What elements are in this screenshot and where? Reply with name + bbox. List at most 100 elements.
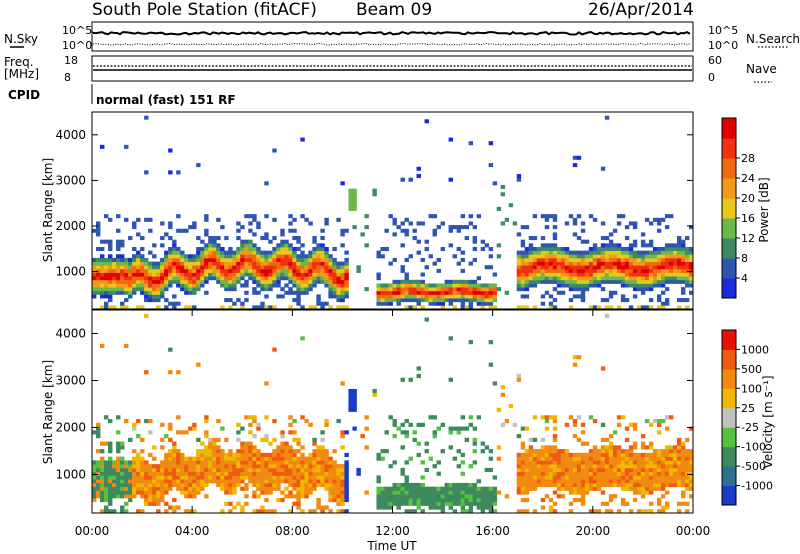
velocity-cell — [672, 467, 678, 473]
power-cell — [680, 254, 686, 259]
power-cell — [296, 261, 301, 266]
power-cell — [564, 276, 570, 281]
power-cell — [656, 294, 662, 299]
velocity-cell — [404, 497, 409, 503]
velocity-cell — [568, 475, 574, 480]
velocity-cell — [280, 490, 285, 495]
velocity-cell — [660, 452, 666, 458]
velocity-cell — [240, 464, 245, 469]
velocity-cell — [480, 505, 486, 510]
velocity-cell — [616, 460, 622, 465]
power-cell — [460, 294, 466, 299]
velocity-cell — [516, 509, 522, 514]
power-cell — [136, 287, 141, 292]
velocity-cell — [520, 445, 526, 450]
power-cell — [192, 268, 197, 273]
power-cell — [184, 257, 189, 262]
velocity-cell — [632, 452, 638, 458]
velocity-cell — [296, 479, 301, 484]
velocity-cell — [656, 456, 662, 461]
velocity-cell — [304, 479, 309, 484]
power-cell — [312, 276, 317, 281]
power-cell — [384, 298, 389, 303]
power-cell — [652, 279, 658, 284]
power-cell — [636, 254, 642, 259]
velocity-cell — [272, 456, 277, 461]
power-cell — [232, 254, 237, 259]
velocity-cell — [676, 449, 682, 454]
velocity-cell — [404, 434, 409, 439]
nave-label: Nave — [746, 62, 777, 76]
power-cell — [624, 254, 630, 259]
power-cell — [232, 265, 237, 270]
power-cell — [556, 276, 562, 281]
velocity-cell — [392, 494, 397, 499]
velocity-cell — [472, 426, 478, 431]
power-cell — [284, 243, 289, 248]
velocity-cell — [184, 482, 189, 488]
power-cell — [376, 254, 381, 259]
power-cell — [220, 250, 225, 255]
velocity-cell — [448, 482, 453, 488]
power-cell — [608, 305, 614, 310]
power-cell — [328, 294, 333, 299]
velocity-cell — [108, 490, 113, 495]
velocity-cell — [224, 501, 229, 506]
velocity-cell — [216, 471, 221, 476]
power-cell — [520, 265, 526, 270]
velocity-cell — [472, 437, 478, 442]
velocity-cell — [300, 486, 305, 491]
velocity-cell — [544, 460, 550, 465]
velocity-cell — [640, 467, 646, 473]
velocity-cell — [452, 494, 458, 499]
power-cell — [236, 276, 241, 281]
velocity-cell — [288, 471, 293, 476]
velocity-cell — [672, 479, 678, 484]
power-cell — [520, 239, 526, 244]
velocity-cell — [208, 479, 213, 484]
velocity-cell — [316, 479, 321, 484]
velocity-cell — [324, 482, 329, 488]
velocity-cell — [416, 501, 421, 506]
power-cell — [320, 261, 325, 266]
power-cell — [568, 268, 574, 273]
velocity-cell — [648, 456, 654, 461]
velocity-cell — [188, 482, 193, 488]
velocity-cell — [600, 475, 606, 480]
power-cell — [548, 243, 554, 248]
power-cell — [648, 287, 654, 292]
power-cell — [532, 257, 538, 262]
velocity-cell — [532, 475, 538, 480]
velocity-cell — [408, 501, 413, 506]
power-cell — [460, 301, 466, 306]
power-cell — [320, 301, 325, 306]
velocity-cell — [648, 441, 654, 446]
velocity-cell — [228, 490, 233, 495]
power-cell — [612, 290, 618, 295]
velocity-cell — [412, 501, 417, 506]
power-cell — [396, 225, 401, 230]
power-cell — [140, 254, 145, 259]
power-cell — [492, 290, 498, 295]
power-cell — [280, 287, 285, 292]
velocity-cell — [544, 479, 550, 484]
velocity-cell — [592, 460, 598, 465]
power-cell — [344, 257, 349, 262]
power-cell — [224, 272, 229, 277]
velocity-cell — [152, 464, 157, 469]
power-cell — [560, 283, 566, 288]
velocity-cell — [172, 497, 177, 503]
power-cell — [540, 279, 546, 284]
velocity-cell — [236, 422, 241, 427]
power-cell — [128, 290, 133, 295]
velocity-cell — [520, 482, 526, 488]
velocity-cell — [524, 497, 530, 503]
power-cell — [424, 119, 429, 124]
velocity-cell — [640, 456, 646, 461]
power-cell — [344, 228, 349, 233]
velocity-cell — [608, 449, 614, 454]
velocity-cell — [268, 486, 273, 491]
velocity-cell — [600, 471, 606, 476]
power-cell — [556, 250, 562, 255]
power-cell — [116, 268, 121, 273]
